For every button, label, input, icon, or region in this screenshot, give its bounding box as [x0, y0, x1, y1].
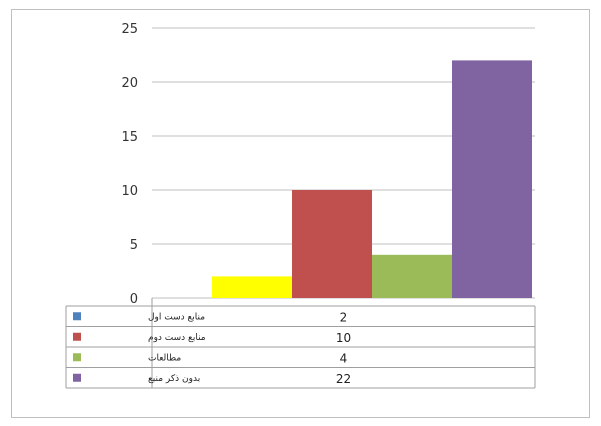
legend-label: مطالعات	[148, 353, 181, 363]
y-tick-label: 0	[130, 292, 138, 307]
legend-key	[73, 332, 81, 341]
table-value: 4	[340, 351, 348, 365]
y-tick-label: 15	[121, 130, 138, 145]
legend-label: منابع دست اول	[148, 312, 205, 322]
bar	[292, 190, 372, 298]
legend-key	[73, 353, 81, 362]
y-tick-label: 20	[121, 76, 138, 91]
y-tick-label: 5	[130, 238, 138, 253]
legend-label: بدون ذکر منبع	[148, 374, 200, 384]
y-tick-label: 10	[121, 184, 138, 199]
table-value: 22	[336, 372, 351, 386]
y-tick-label: 25	[121, 22, 138, 37]
table-value: 10	[336, 331, 351, 345]
legend-key	[73, 373, 81, 382]
bar	[212, 276, 292, 298]
legend-label: منابع دست دوم	[148, 333, 206, 343]
bar	[372, 254, 452, 298]
bar	[452, 60, 532, 299]
table-value: 2	[340, 310, 348, 324]
legend-key	[73, 312, 81, 321]
